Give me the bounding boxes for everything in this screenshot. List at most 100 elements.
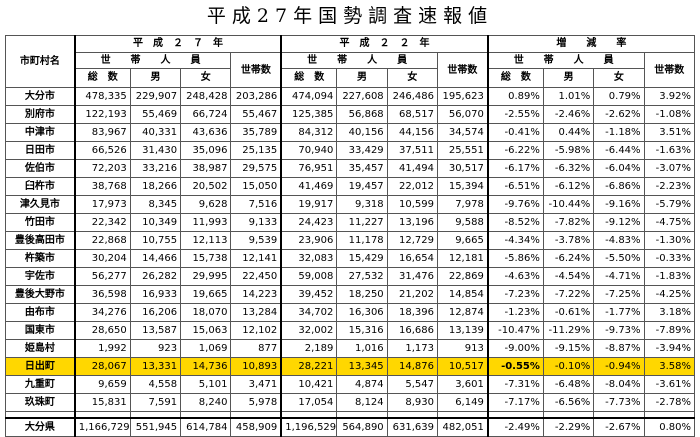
change-female-cell: -1.77% (593, 303, 645, 322)
h22-total-cell: 1,196,529 (280, 417, 338, 437)
change-female-cell: -7.73% (593, 393, 645, 412)
h22-female-cell: 8,930 (386, 393, 439, 412)
change-male-cell: -6.48% (542, 375, 595, 394)
change-pop-header: 世 帯 人 員 (486, 52, 645, 69)
h27-total-cell: 66,526 (73, 141, 131, 160)
h27-female-cell: 15,738 (180, 249, 232, 268)
table-row: 中津市 83,967 40,331 43,636 35,789 84,312 40,156 4… (4, 123, 696, 142)
change-female-cell: -7.25% (593, 285, 645, 304)
municipality-name: 中津市 (4, 123, 76, 142)
h22-households-cell: 34,574 (436, 123, 489, 142)
h27-female-cell: 29,995 (180, 267, 232, 286)
h22-households-cell: 195,623 (436, 87, 489, 106)
h27-female-cell: 8,240 (180, 393, 232, 412)
h27-total-cell: 38,768 (73, 177, 131, 196)
municipality-name: 宇佐市 (4, 267, 76, 286)
h22-female-cell: 68,517 (386, 105, 439, 124)
h22-households-cell: 12,181 (436, 249, 489, 268)
table-row: 大分市 478,335 229,907 248,428 203,286 474,094 22… (4, 87, 696, 106)
h27-total-cell: 36,598 (73, 285, 131, 304)
h22-female-cell: 1,173 (386, 339, 439, 358)
h22-female-cell: 10,599 (386, 195, 439, 214)
h22-female-cell: 631,639 (386, 417, 439, 437)
h22-female-cell: 16,654 (386, 249, 439, 268)
h22-male-cell: 13,345 (336, 357, 388, 376)
h22-households-header: 世帯数 (436, 52, 489, 88)
h27-female-cell: 43,636 (180, 123, 232, 142)
h22-male-cell: 227,608 (336, 87, 388, 106)
change-households-cell: -4.25% (643, 285, 696, 304)
page-title: 平成27年国勢調査速報値 (206, 5, 494, 27)
h22-households-cell: 14,854 (436, 285, 489, 304)
change-total-cell: -6.51% (486, 177, 544, 196)
h27-female-cell: 1,069 (180, 339, 232, 358)
h27-female-cell: 614,784 (180, 417, 232, 437)
h27-total-cell: 1,992 (73, 339, 131, 358)
change-total-cell: -7.23% (486, 285, 544, 304)
change-female-cell: -2.67% (593, 417, 645, 437)
table-row: 豊後高田市 22,868 10,755 12,113 9,539 23,906 11,178… (4, 231, 696, 250)
h27-total-cell: 28,067 (73, 357, 131, 376)
h22-households-cell: 913 (436, 339, 489, 358)
h22-households-cell: 13,139 (436, 321, 489, 340)
change-male-cell: -2.29% (542, 417, 595, 437)
municipality-name: 日田市 (4, 141, 76, 160)
h27-female-cell: 9,628 (180, 195, 232, 214)
change-total-cell: -2.49% (486, 417, 544, 437)
change-households-cell: -3.61% (643, 375, 696, 394)
h22-total-cell: 10,421 (280, 375, 338, 394)
h27-total-cell: 17,973 (73, 195, 131, 214)
h27-male-cell: 33,216 (129, 159, 182, 178)
municipality-name: 姫島村 (4, 339, 76, 358)
change-female-cell: -9.12% (593, 213, 645, 232)
change-male-cell: 1.01% (542, 87, 595, 106)
table-row: 由布市 34,276 16,206 18,070 13,284 34,702 16,306 1… (4, 303, 696, 322)
h22-female-cell: 13,196 (386, 213, 439, 232)
change-total-cell: -5.86% (486, 249, 544, 268)
h27-households-cell: 13,284 (230, 303, 282, 322)
change-male-cell: -3.78% (542, 231, 595, 250)
change-male-cell: -0.10% (542, 357, 595, 376)
h27-households-cell: 5,978 (230, 393, 282, 412)
h22-total-cell: 19,917 (280, 195, 338, 214)
change-households-cell: -7.89% (643, 321, 696, 340)
h22-households-cell: 7,978 (436, 195, 489, 214)
change-total-cell: -9.00% (486, 339, 544, 358)
change-households-cell: 3.92% (643, 87, 696, 106)
change-female-cell: -4.71% (593, 267, 645, 286)
h27-female-cell: 20,502 (180, 177, 232, 196)
change-total-cell: -7.31% (486, 375, 544, 394)
change-total-cell: -4.63% (486, 267, 544, 286)
change-total-cell: -2.55% (486, 105, 544, 124)
h22-total-cell: 23,906 (280, 231, 338, 250)
h27-total-cell: 122,193 (73, 105, 131, 124)
change-male-cell: -7.22% (542, 285, 595, 304)
change-households-cell: -1.83% (643, 267, 696, 286)
h27-households-cell: 9,539 (230, 231, 282, 250)
change-total-cell: -0.55% (486, 357, 544, 376)
change-male-cell: -6.12% (542, 177, 595, 196)
h22-female-header: 女 (386, 68, 439, 88)
h27-male-cell: 7,591 (129, 393, 182, 412)
h27-male-cell: 923 (129, 339, 182, 358)
h22-total-cell: 32,002 (280, 321, 338, 340)
h22-total-cell: 28,221 (280, 357, 338, 376)
change-male-cell: -7.82% (542, 213, 595, 232)
muni-header: 市町村名 (4, 35, 76, 88)
h27-male-cell: 40,331 (129, 123, 182, 142)
h22-male-cell: 15,429 (336, 249, 388, 268)
h22-total-cell: 70,940 (280, 141, 338, 160)
h22-header: 平 成 ２ ２ 年 (280, 35, 489, 53)
h22-female-cell: 37,511 (386, 141, 439, 160)
change-households-cell: 3.18% (643, 303, 696, 322)
h22-female-cell: 16,686 (386, 321, 439, 340)
h22-male-cell: 56,868 (336, 105, 388, 124)
h27-female-cell: 15,063 (180, 321, 232, 340)
h27-female-cell: 12,113 (180, 231, 232, 250)
change-female-cell: -6.04% (593, 159, 645, 178)
h22-households-cell: 15,394 (436, 177, 489, 196)
h27-female-cell: 35,096 (180, 141, 232, 160)
h27-households-cell: 7,516 (230, 195, 282, 214)
h22-male-header: 男 (336, 68, 388, 88)
h22-female-cell: 18,396 (386, 303, 439, 322)
